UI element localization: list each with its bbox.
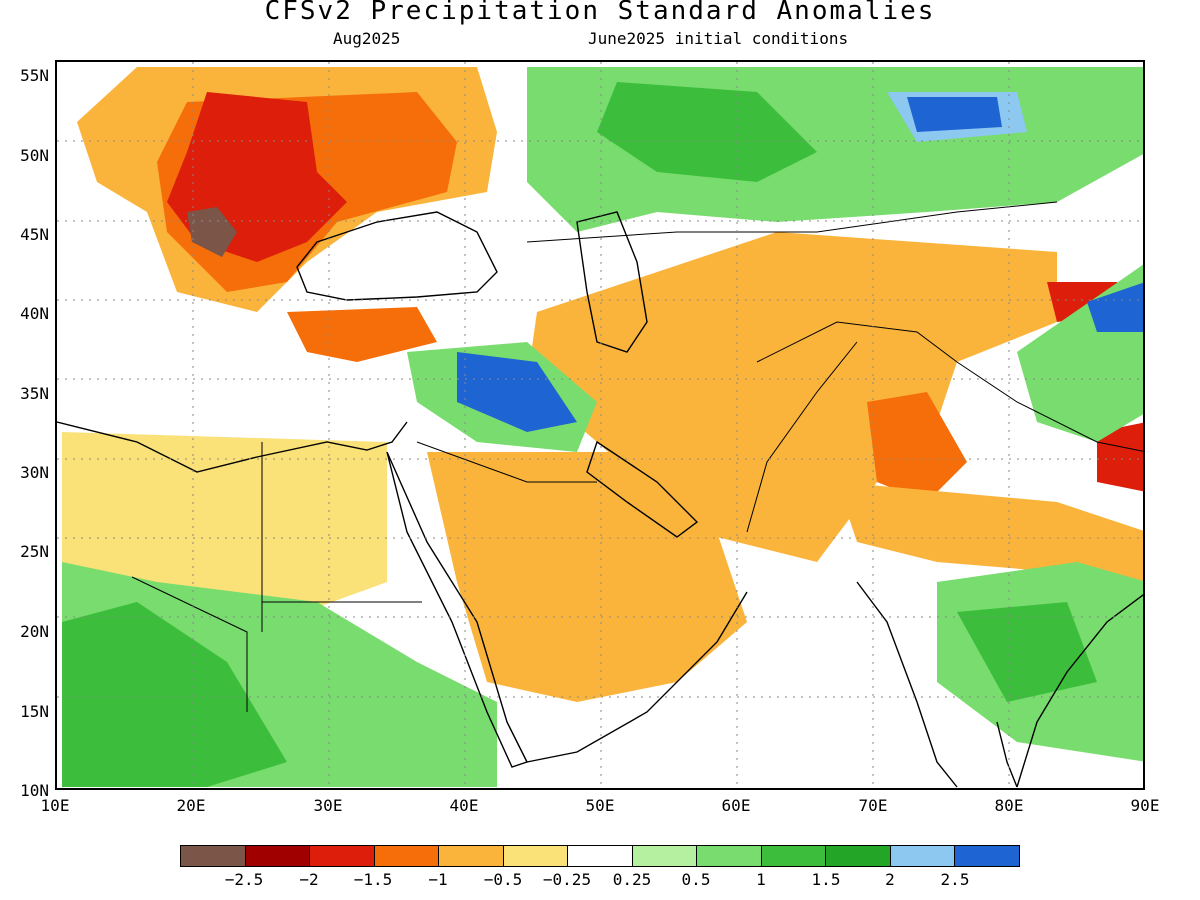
lat-label-50n: 50N (20, 146, 49, 165)
coastline-red-sea (386, 451, 528, 768)
colorbar-label: −1.5 (353, 870, 393, 889)
coastline-arabia-south (526, 591, 748, 763)
lon-label-40e: 40E (449, 796, 479, 815)
lon-label-80e: 80E (994, 796, 1024, 815)
colorbar-swatch-11 (890, 846, 956, 866)
anomaly-map (57, 62, 1143, 788)
coastlines (57, 211, 1143, 788)
border-saudi-iraq (416, 441, 597, 483)
colorbar-swatch-5 (503, 846, 569, 866)
coastline-mediterranean-south (57, 421, 408, 473)
colorbar-label: 0.25 (612, 870, 652, 889)
colorbar-label: 0.5 (681, 870, 711, 889)
lon-label-90e: 90E (1130, 796, 1160, 815)
coastline-persian-gulf (586, 440, 699, 538)
colorbar-swatch-10 (826, 846, 891, 866)
lon-label-30e: 30E (313, 796, 343, 815)
coastline-black-sea (296, 211, 498, 301)
anomaly-region-arabia-orange (427, 452, 747, 702)
lon-label-20e: 20E (176, 796, 206, 815)
anomaly-region-kazakh-deepblue (907, 97, 1002, 132)
anomaly-region-balkans-brown (187, 207, 237, 257)
colorbar-swatch-8 (697, 846, 762, 866)
colorbar-label: −0.25 (542, 870, 592, 889)
colorbar-swatch-4 (439, 846, 504, 866)
anomaly-region-russia-dark (597, 82, 817, 182)
anomaly-region-china-blue (1087, 282, 1143, 332)
coastline-caspian-sea (576, 211, 648, 353)
anomaly-fields (62, 67, 1143, 787)
colorbar-swatch-1 (245, 846, 311, 866)
anomaly-region-india-orange (837, 482, 1143, 582)
anomaly-region-pakistan-red (867, 392, 967, 502)
anomaly-region-africa-dark (62, 602, 287, 787)
map-frame (55, 60, 1145, 790)
coastline-india-west (856, 581, 958, 788)
lat-label-15n: 15N (20, 702, 49, 721)
borders (131, 201, 1143, 712)
lat-label-30n: 30N (20, 463, 49, 482)
lat-label-35n: 35N (20, 384, 49, 403)
anomaly-region-turkey (287, 307, 437, 362)
colorbar-swatch-9 (761, 846, 827, 866)
anomaly-region-iraq-blue (457, 352, 577, 432)
gridlines (57, 62, 1143, 788)
border-china-india (956, 361, 1143, 452)
lat-label-25n: 25N (20, 542, 49, 561)
lon-label-10e: 10E (40, 796, 70, 815)
anomaly-region-iran-orange (527, 232, 1057, 562)
colorbar-swatch-0 (181, 846, 246, 866)
border-kazakhstan (526, 201, 1058, 243)
subtitle-initial-conditions: June2025 initial conditions (588, 29, 849, 48)
colorbar-swatch-2 (310, 846, 375, 866)
colorbar-label: 1 (756, 870, 766, 889)
colorbar-swatch-12 (955, 846, 1019, 866)
colorbar-swatch-6 (568, 846, 633, 866)
anomaly-region-egypt-yellow (62, 432, 387, 622)
anomaly-region-tibet-red (1097, 422, 1143, 492)
border-iran-pakistan (746, 341, 858, 533)
colorbar (180, 845, 1020, 867)
colorbar-swatch-7 (632, 846, 698, 866)
border-chad (131, 576, 248, 712)
colorbar-label: −0.5 (483, 870, 523, 889)
colorbar-label: 1.5 (811, 870, 841, 889)
coastline-bay-of-bengal (996, 721, 1018, 788)
lon-label-50e: 50E (585, 796, 615, 815)
colorbar-label: −2.5 (224, 870, 264, 889)
colorbar-label: −2 (299, 870, 319, 889)
anomaly-region-india-dark (957, 602, 1097, 702)
lon-label-60e: 60E (721, 796, 751, 815)
lat-label-55n: 55N (20, 66, 49, 85)
border-afghanistan (756, 321, 958, 363)
colorbar-label: −1 (428, 870, 448, 889)
coastline-india-east (1016, 594, 1143, 788)
subtitle-month: Aug2025 (333, 29, 401, 48)
lon-label-70e: 70E (858, 796, 888, 815)
lat-label-10n: 10N (20, 781, 49, 800)
lat-label-40n: 40N (20, 304, 49, 323)
colorbar-label: 2 (885, 870, 895, 889)
lat-label-20n: 20N (20, 622, 49, 641)
chart-title: CFSv2 Precipitation Standard Anomalies (264, 0, 936, 26)
colorbar-label: 2.5 (940, 870, 970, 889)
lat-label-45n: 45N (20, 225, 49, 244)
colorbar-swatch-3 (374, 846, 440, 866)
